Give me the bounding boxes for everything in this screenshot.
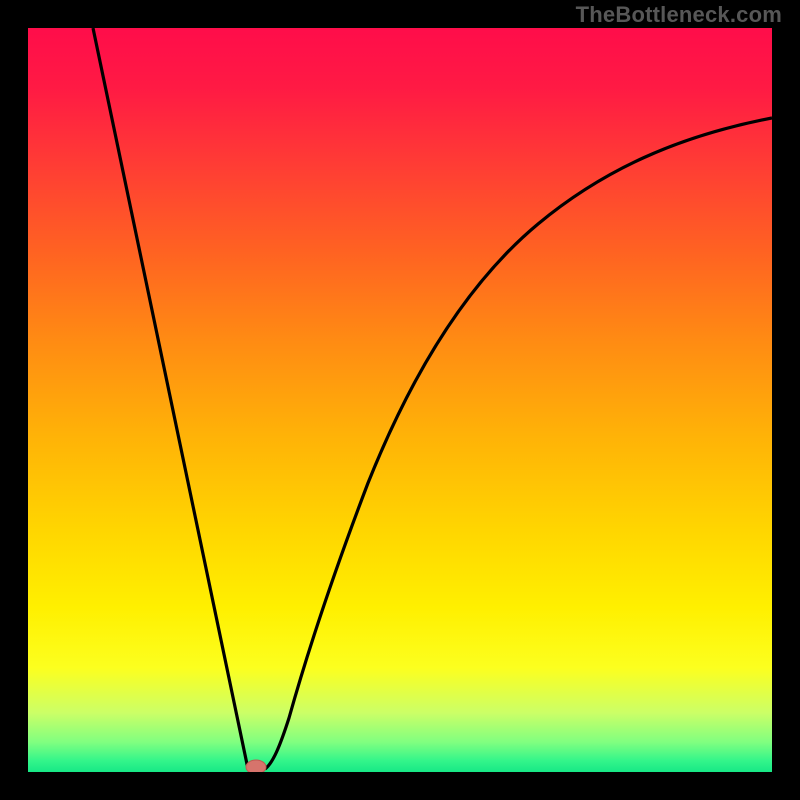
curve-right-segment — [265, 118, 772, 769]
chart-container: TheBottleneck.com — [0, 0, 800, 800]
curve-left-segment — [93, 28, 248, 769]
minimum-marker — [246, 760, 266, 772]
bottleneck-curve — [28, 28, 772, 772]
plot-area — [28, 28, 772, 772]
watermark: TheBottleneck.com — [576, 2, 782, 28]
